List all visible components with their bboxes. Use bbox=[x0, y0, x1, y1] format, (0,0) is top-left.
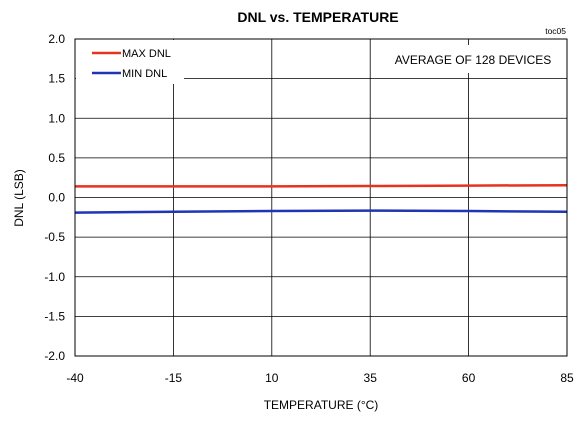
chart-title: DNL vs. TEMPERATURE bbox=[237, 9, 398, 25]
x-tick-label: 10 bbox=[265, 371, 279, 385]
y-tick-label: 0.0 bbox=[48, 191, 65, 205]
series-lines bbox=[74, 183, 568, 214]
y-tick-label: 2.0 bbox=[48, 32, 65, 46]
series-line-max-dnl bbox=[75, 183, 568, 188]
legend: MAX DNL MIN DNL bbox=[76, 40, 184, 84]
legend-box bbox=[76, 40, 184, 84]
x-tick-label: -40 bbox=[66, 371, 84, 385]
x-tick-labels: -40 -15 10 35 60 85 bbox=[66, 371, 574, 385]
x-axis-label: TEMPERATURE (°C) bbox=[264, 398, 379, 412]
plot-frame bbox=[74, 38, 568, 357]
y-tick-label: -2.0 bbox=[44, 349, 65, 363]
annotation: AVERAGE OF 128 DEVICES bbox=[380, 45, 566, 73]
y-tick-label: -1.5 bbox=[44, 309, 65, 323]
legend-label-min-dnl: MIN DNL bbox=[122, 68, 167, 80]
y-tick-label: 1.0 bbox=[48, 111, 65, 125]
x-tick-label: 60 bbox=[462, 371, 476, 385]
legend-label-max-dnl: MAX DNL bbox=[122, 48, 171, 60]
x-tick-label: -15 bbox=[165, 371, 183, 385]
y-axis-label: DNL (LSB) bbox=[12, 169, 26, 227]
y-tick-label: 1.5 bbox=[48, 72, 65, 86]
x-tick-label: 35 bbox=[364, 371, 378, 385]
y-tick-label: -0.5 bbox=[44, 230, 65, 244]
series-line-min-dnl bbox=[74, 209, 568, 214]
y-tick-labels: 2.0 1.5 1.0 0.5 0.0 -0.5 -1.0 -1.5 -2.0 bbox=[44, 32, 65, 363]
annotation-text: AVERAGE OF 128 DEVICES bbox=[395, 53, 552, 67]
y-tick-label: 0.5 bbox=[48, 151, 65, 165]
y-tick-label: -1.0 bbox=[44, 270, 65, 284]
grid bbox=[74, 38, 568, 357]
annotation-box bbox=[380, 45, 566, 73]
x-tick-label: 85 bbox=[560, 371, 574, 385]
figure-id: toc05 bbox=[545, 26, 566, 36]
